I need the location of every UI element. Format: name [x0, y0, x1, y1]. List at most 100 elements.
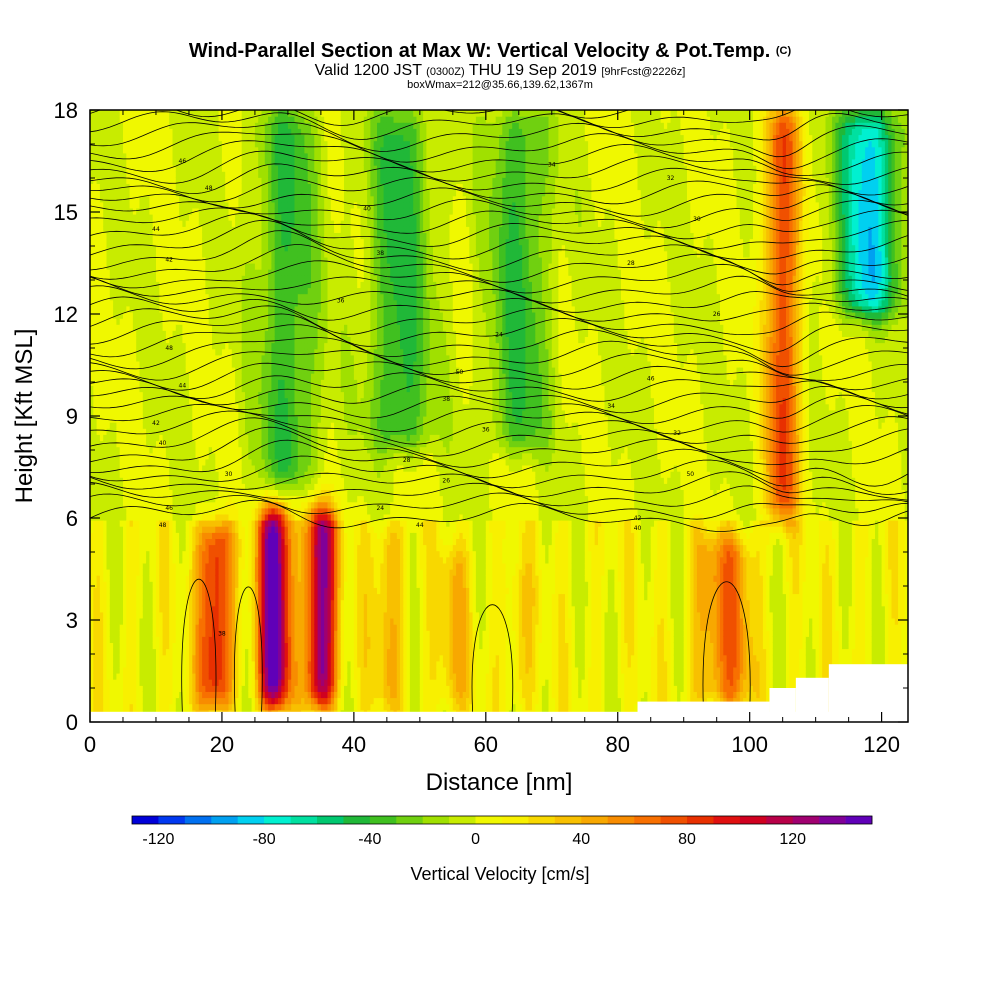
x-tick-label: 80	[605, 732, 629, 757]
colorbar-swatch	[740, 816, 767, 824]
colorbar-swatch	[317, 816, 344, 824]
isentrope-label: 30	[225, 471, 233, 478]
isentrope-label: 40	[363, 206, 371, 213]
isentrope-label: 44	[179, 382, 187, 389]
isentrope-label: 32	[667, 175, 675, 182]
colorbar-swatch	[528, 816, 555, 824]
colorbar-swatch	[291, 816, 318, 824]
colorbar-swatch	[264, 816, 291, 824]
isentrope-label: 34	[607, 403, 615, 410]
isentrope-label: 24	[376, 505, 384, 512]
terrain-step	[796, 678, 829, 722]
x-tick-label: 0	[84, 732, 96, 757]
isentrope-label: 48	[159, 522, 167, 529]
colorbar-swatch	[661, 816, 688, 824]
colorbar-swatch	[211, 816, 238, 824]
colorbar-tick-label: 80	[678, 831, 696, 848]
colorbar-tick-label: -40	[358, 831, 381, 848]
x-tick-label: 100	[731, 732, 768, 757]
colorbar-swatch	[555, 816, 582, 824]
chart-subtitle-main: Valid 1200 JST	[315, 62, 423, 79]
colorbar-tick-label: 120	[779, 831, 806, 848]
colorbar-swatch	[819, 816, 846, 824]
plot-area: 46 48 44 42 40 38 36 34 32 30 28 26 24 50 46 48 44 42 40 38…	[90, 80, 909, 723]
isentrope-label: 44	[416, 522, 424, 529]
x-tick-label: 20	[210, 732, 234, 757]
y-tick-label: 0	[66, 710, 78, 735]
isentrope-label: 38	[376, 250, 384, 257]
colorbar-swatch	[766, 816, 793, 824]
chart-figure: Wind-Parallel Section at Max W: Vertical…	[0, 0, 1000, 1000]
colorbar-tick-label: 40	[572, 831, 590, 848]
y-axis-label: Height [Kft MSL]	[11, 329, 38, 504]
colorbar-swatch	[713, 816, 740, 824]
colorbar-swatch	[423, 816, 450, 824]
y-tick-label: 18	[54, 98, 78, 123]
chart-title-text: Wind-Parallel Section at Max W: Vertical…	[189, 40, 770, 62]
colorbar-tick-label: -120	[142, 831, 174, 848]
isentrope-label: 46	[165, 505, 173, 512]
y-tick-label: 6	[66, 506, 78, 531]
isentrope-label: 32	[673, 430, 681, 437]
colorbar-swatch	[581, 816, 608, 824]
isentrope-label: 30	[693, 216, 701, 223]
colorbar-swatch	[502, 816, 529, 824]
isentrope-label: 40	[159, 440, 167, 447]
colorbar-swatch	[132, 816, 159, 824]
colorbar-swatch	[185, 816, 212, 824]
colorbar-swatch	[238, 816, 265, 824]
isentrope-label: 44	[152, 226, 160, 233]
colorbar-swatch	[158, 816, 185, 824]
isentrope-label: 28	[627, 260, 635, 267]
isentrope-label: 46	[647, 376, 655, 383]
chart-subtitle-date: THU 19 Sep 2019	[469, 62, 597, 79]
isentrope-label: 42	[634, 515, 642, 522]
isentrope-label: 36	[482, 427, 490, 434]
isentrope-label: 48	[165, 345, 173, 352]
terrain-step	[829, 664, 908, 722]
x-tick-label: 40	[342, 732, 366, 757]
isentrope-label: 26	[713, 311, 721, 318]
colorbar-swatch	[846, 816, 873, 824]
isentrope-label: 42	[165, 257, 173, 264]
colorbar-swatch	[343, 816, 370, 824]
colorbar-swatch	[793, 816, 820, 824]
colorbar-tick-label: -80	[253, 831, 276, 848]
isentrope-label: 40	[634, 525, 642, 532]
isentrope-label: 34	[548, 161, 556, 168]
colorbar-tick-label: 0	[471, 831, 480, 848]
y-tick-label: 9	[66, 404, 78, 429]
isentrope-label: 38	[442, 396, 450, 403]
colorbar-label: Vertical Velocity [cm/s]	[410, 864, 589, 884]
colorbar-swatch	[370, 816, 397, 824]
isentrope-label: 46	[179, 158, 187, 165]
y-tick-label: 12	[54, 302, 78, 327]
chart-subtitle: Valid 1200 JST (0300Z) THU 19 Sep 2019 […	[315, 62, 686, 79]
terrain-step	[769, 688, 795, 722]
x-axis-label: Distance [nm]	[426, 769, 573, 796]
chart-title: Wind-Parallel Section at Max W: Vertical…	[189, 40, 792, 62]
isentrope-label: 48	[205, 185, 213, 192]
x-tick-label: 120	[863, 732, 900, 757]
colorbar-swatch	[687, 816, 714, 824]
chart-subtitle-2: boxWmax=212@35.66,139.62,1367m	[407, 79, 593, 91]
colorbar: -120 -80 -40 0 40 80 120	[132, 816, 872, 848]
colorbar-swatch	[634, 816, 661, 824]
isentrope-label: 24	[495, 331, 503, 338]
colorbar-swatch	[396, 816, 423, 824]
isentrope-label: 38	[218, 631, 226, 638]
colorbar-swatch	[476, 816, 503, 824]
isentrope-label: 28	[403, 457, 411, 464]
isentrope-label: 26	[442, 478, 450, 485]
isentrope-label: 50	[686, 471, 694, 478]
isentrope-label: 36	[337, 297, 345, 304]
chart-title-suffix: (C)	[776, 45, 792, 57]
isentrope-label: 50	[456, 369, 464, 376]
colorbar-swatch	[449, 816, 476, 824]
y-tick-label: 15	[54, 200, 78, 225]
y-tick-label: 3	[66, 608, 78, 633]
x-tick-label: 60	[474, 732, 498, 757]
chart-subtitle-z: (0300Z)	[426, 66, 465, 78]
chart-subtitle-fcst: [9hrFcst@2226z]	[601, 66, 685, 78]
colorbar-swatch	[608, 816, 635, 824]
